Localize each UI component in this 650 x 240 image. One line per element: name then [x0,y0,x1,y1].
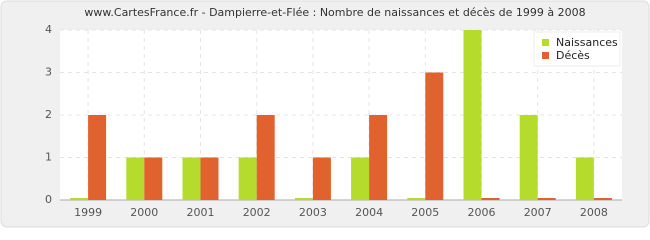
bar [70,198,89,200]
x-tick-label: 2004 [355,206,383,219]
bar [88,115,107,200]
bar [593,198,612,200]
legend-label: Décès [556,49,590,62]
x-tick-label: 2008 [580,206,608,219]
bar [463,30,482,200]
x-tick-label: 1999 [74,206,102,219]
legend-swatch [542,39,549,46]
bar [126,157,145,200]
y-tick-label: 1 [45,151,52,164]
bar [200,157,219,200]
y-tick-label: 2 [45,108,52,121]
bar [369,115,388,200]
legend-swatch [542,52,549,59]
x-tick-label: 2003 [299,206,327,219]
chart-title: www.CartesFrance.fr - Dampierre-et-Flée … [84,6,585,19]
bar [519,115,538,200]
y-tick-label: 0 [45,193,52,206]
legend-box [533,31,621,67]
bar [182,157,201,200]
bar [481,198,500,200]
x-tick-label: 2000 [130,206,158,219]
x-tick-label: 2007 [524,206,552,219]
chart: www.CartesFrance.fr - Dampierre-et-Flée … [0,0,650,228]
x-tick-label: 2001 [187,206,215,219]
bar [575,157,594,200]
x-tick-label: 2005 [411,206,439,219]
bar [425,72,444,200]
legend-label: Naissances [556,36,618,49]
bar [407,198,426,200]
bar [294,198,313,200]
bar [238,157,257,200]
bar [144,157,163,200]
bar [312,157,331,200]
bar [351,157,370,200]
bar [537,198,556,200]
x-tick-label: 2006 [468,206,496,219]
y-tick-label: 4 [45,23,52,36]
x-tick-label: 2002 [243,206,271,219]
bar [256,115,275,200]
y-tick-label: 3 [45,66,52,79]
